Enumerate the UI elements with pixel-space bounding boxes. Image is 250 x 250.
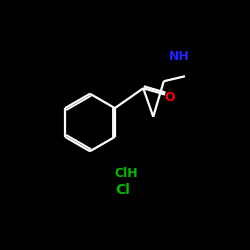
Text: O: O bbox=[164, 91, 175, 104]
Text: Cl: Cl bbox=[116, 182, 130, 196]
Text: ClH: ClH bbox=[114, 167, 138, 180]
Text: NH: NH bbox=[168, 50, 189, 64]
